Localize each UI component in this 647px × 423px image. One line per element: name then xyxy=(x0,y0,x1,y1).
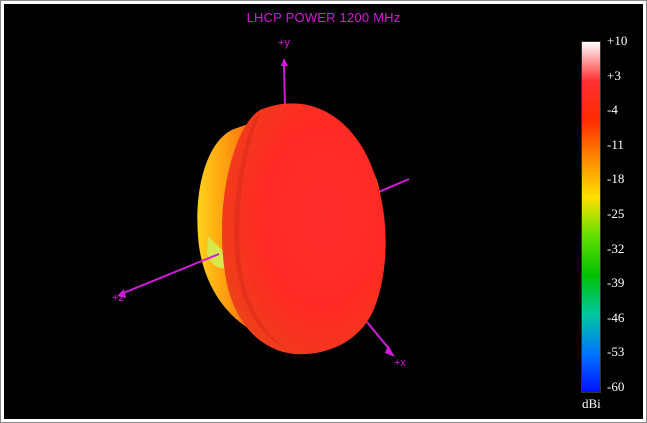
colorbar-tick-label: -46 xyxy=(607,309,625,325)
colorbar-tick-label: +3 xyxy=(607,67,621,83)
colorbar-tick-label: +10 xyxy=(607,33,628,48)
colorbar-tick-label: -18 xyxy=(607,171,625,187)
y-axis-label: +y xyxy=(278,37,290,49)
colorbar-gradient xyxy=(581,41,601,393)
plot-title: LHCP POWER 1200 MHz xyxy=(246,10,401,25)
x-axis-arrow xyxy=(385,345,395,357)
z-axis-arrow xyxy=(117,289,126,298)
colorbar-tick-label: -25 xyxy=(607,206,625,221)
colorbar-tick-label: -60 xyxy=(607,379,625,394)
colorbar-tick-label: -53 xyxy=(607,344,625,360)
pattern-main-body xyxy=(221,103,386,355)
colorbar-unit: dBi xyxy=(582,396,601,411)
pattern-back-rim xyxy=(197,122,266,337)
y-axis-line xyxy=(283,63,286,109)
colorbar-tick-label: -32 xyxy=(607,240,625,256)
x-axis-line xyxy=(366,321,391,351)
radiation-pattern-3d xyxy=(117,58,410,357)
z-axis-label: +z xyxy=(112,292,124,304)
z-axis-line xyxy=(120,253,220,295)
y-axis-arrow xyxy=(281,58,288,66)
colorbar-tick-label: -4 xyxy=(607,102,618,118)
plot-viewport[interactable]: LHCP POWER 1200 MHz xyxy=(4,4,643,419)
colorbar-tick-label: -11 xyxy=(607,136,624,152)
colorbar-tick-label: -39 xyxy=(607,275,625,291)
z-axis-back-line xyxy=(373,178,410,195)
x-axis-label: +x xyxy=(394,357,406,369)
